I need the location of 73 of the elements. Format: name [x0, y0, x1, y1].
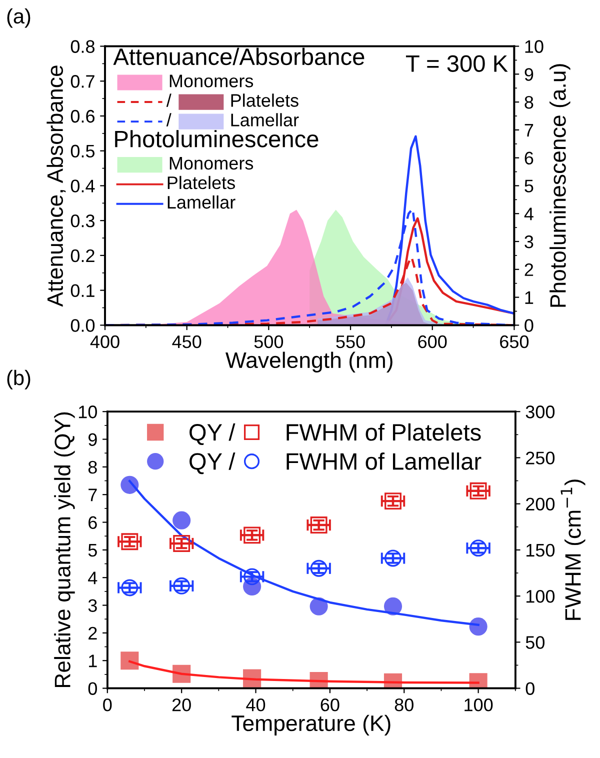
y2-tick-label: 7 — [524, 124, 534, 136]
legend-label: Lamellar — [168, 195, 236, 209]
y2-tick-label: 6 — [524, 152, 534, 165]
y-tick-label: 7 — [88, 488, 97, 502]
legend-label: Monomers — [170, 157, 254, 170]
y-tick-label: 0.1 — [70, 284, 94, 298]
x-tick-label: 20 — [172, 698, 191, 712]
y-tick-label: 9 — [88, 433, 97, 446]
x-tick-label: 400 — [90, 335, 120, 348]
text: (a) — [7, 8, 30, 28]
y2-tick-label: 0 — [526, 682, 534, 695]
y2-tick-label: 3 — [524, 235, 534, 248]
y-tick-label: 5 — [88, 544, 97, 557]
y2-tick-label: 300 — [526, 406, 555, 418]
legend-label: FWHM of Platelets — [286, 423, 481, 441]
legend-label: FWHM of Lamellar — [286, 452, 482, 470]
x-tick-label: 450 — [172, 335, 202, 348]
y2-tick-label: 250 — [526, 452, 555, 464]
text: (b) — [7, 370, 30, 390]
legend-label: Lamellar — [231, 113, 299, 126]
x-axis-title: Wavelength (nm) — [226, 352, 392, 372]
x-tick-label: 80 — [394, 698, 414, 712]
y2-tick-label: 10 — [525, 40, 544, 53]
legend-label: Platelets — [231, 94, 298, 107]
y2-tick-label: 150 — [526, 544, 555, 557]
x-tick-label: 650 — [500, 335, 529, 348]
y2-axis-title: Photoluminescence (a.u) — [550, 64, 570, 307]
legend-label: Platelets — [168, 176, 235, 190]
x-tick-label: 600 — [418, 335, 447, 348]
x-tick-label: 100 — [464, 698, 493, 712]
y2-tick-label: 9 — [524, 68, 534, 81]
y-tick-label: 0.0 — [70, 319, 95, 332]
legend-label: / — [166, 113, 172, 126]
legend-label: / — [166, 94, 172, 107]
y2-tick-label: 1 — [525, 291, 534, 304]
y-tick-label: 1 — [89, 654, 97, 668]
y-tick-label: 0.7 — [70, 75, 94, 88]
y-tick-label: 2 — [88, 626, 97, 640]
x-tick-label: 500 — [254, 335, 284, 348]
y2-tick-label: 4 — [524, 208, 534, 220]
y2-tick-label: 100 — [526, 590, 555, 603]
y-tick-label: 10 — [78, 406, 97, 418]
y-axis-title: Relative quantum yield (QY) — [54, 412, 75, 688]
legend-label: Monomers — [170, 74, 254, 88]
y2-tick-label: 5 — [524, 180, 534, 192]
y2-tick-label: 0 — [524, 319, 534, 332]
y-tick-label: 0.4 — [70, 180, 95, 192]
annotation: Photoluminescence — [115, 130, 318, 148]
y-tick-label: 0.5 — [70, 144, 95, 158]
annotation: Attenuance/Absorbance — [113, 48, 364, 66]
y2-axis-title: FWHM (cm$^{−1}$) — [560, 480, 586, 620]
y2-tick-label: 8 — [524, 96, 534, 109]
legend-label: QY / — [190, 452, 236, 474]
x-tick-label: 40 — [246, 698, 266, 712]
x-tick-label: 60 — [320, 698, 340, 712]
y-tick-label: 6 — [88, 516, 97, 529]
y-tick-label: 4 — [88, 572, 98, 584]
y-tick-label: 3 — [88, 599, 97, 612]
y2-tick-label: 50 — [526, 636, 544, 649]
x-tick-label: 550 — [336, 335, 365, 348]
y-tick-label: 0.6 — [70, 110, 94, 123]
y-tick-label: 8 — [88, 460, 97, 474]
y-axis-title: Attenuance, Absorbance — [46, 66, 66, 307]
annotation: T = 300 K — [406, 55, 508, 72]
x-axis-title: Temperature (K) — [232, 714, 390, 736]
y2-tick-label: 200 — [526, 498, 555, 511]
y-tick-label: 0.2 — [70, 249, 94, 262]
legend-label: QY / — [190, 423, 236, 445]
x-tick-label: 0 — [103, 698, 112, 712]
y-tick-label: 0.8 — [70, 40, 94, 53]
y2-tick-label: 2 — [524, 263, 534, 276]
y-tick-label: 0 — [88, 682, 97, 695]
y-tick-label: 0.3 — [70, 214, 94, 228]
